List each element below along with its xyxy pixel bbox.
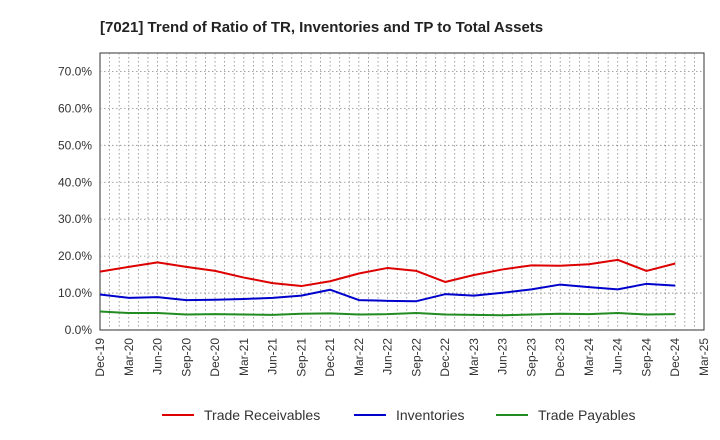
x-axis-ticks: Dec-19 Mar-20 Jun-20 Sep-20 Dec-20 Mar-21 Jun-…	[93, 338, 711, 377]
x-tick-label: Jun-20	[151, 338, 165, 375]
x-tick-label: Sep-23	[524, 338, 538, 377]
x-tick-label: Dec-19	[93, 338, 107, 377]
x-tick-label: Dec-22	[438, 338, 452, 377]
x-tick-label: Sep-24	[639, 338, 653, 377]
x-tick-label: Dec-20	[208, 338, 222, 377]
y-tick-label: 30.0%	[58, 212, 92, 226]
x-tick-label: Dec-21	[323, 338, 337, 377]
y-tick-label: 50.0%	[58, 138, 92, 152]
y-tick-label: 20.0%	[58, 249, 92, 263]
plot-area	[99, 52, 705, 331]
x-tick-label: Jun-21	[266, 338, 280, 375]
x-tick-label: Sep-20	[179, 338, 193, 377]
x-tick-label: Jun-22	[381, 338, 395, 375]
series-line-trade-receivables	[99, 258, 676, 288]
x-tick-label: Mar-24	[582, 338, 596, 376]
x-tick-label: Dec-23	[553, 338, 567, 377]
chart-title: [7021] Trend of Ratio of TR, Inventories…	[100, 19, 543, 36]
legend-label: Trade Receivables	[204, 407, 320, 423]
series-line-trade-payables	[99, 310, 676, 317]
x-tick-label: Mar-25	[697, 338, 711, 376]
legend-label: Trade Payables	[538, 407, 636, 423]
x-tick-label: Jun-24	[611, 338, 625, 375]
x-tick-label: Mar-21	[237, 338, 251, 376]
y-tick-label: 40.0%	[58, 175, 92, 189]
legend-label: Inventories	[396, 407, 464, 423]
gridlines	[100, 53, 704, 330]
x-tick-label: Sep-21	[294, 338, 308, 377]
series-lines	[99, 258, 676, 317]
y-tick-label: 60.0%	[58, 101, 92, 115]
x-tick-label: Jun-23	[496, 338, 510, 375]
y-tick-label: 0.0%	[65, 323, 93, 337]
x-tick-label: Mar-22	[352, 338, 366, 376]
x-tick-label: Dec-24	[668, 338, 682, 377]
x-tick-label: Mar-23	[467, 338, 481, 376]
x-tick-label: Sep-22	[409, 338, 423, 377]
series-line-inventories	[99, 282, 676, 303]
y-tick-label: 70.0%	[58, 64, 92, 78]
y-axis-ticks: 0.0% 10.0% 20.0% 30.0% 40.0% 50.0% 60.0% 70.0%	[58, 64, 92, 337]
x-tick-label: Mar-20	[122, 338, 136, 376]
y-tick-label: 10.0%	[58, 286, 92, 300]
legend: Trade Receivables Inventories Trade Payabl…	[162, 407, 636, 423]
